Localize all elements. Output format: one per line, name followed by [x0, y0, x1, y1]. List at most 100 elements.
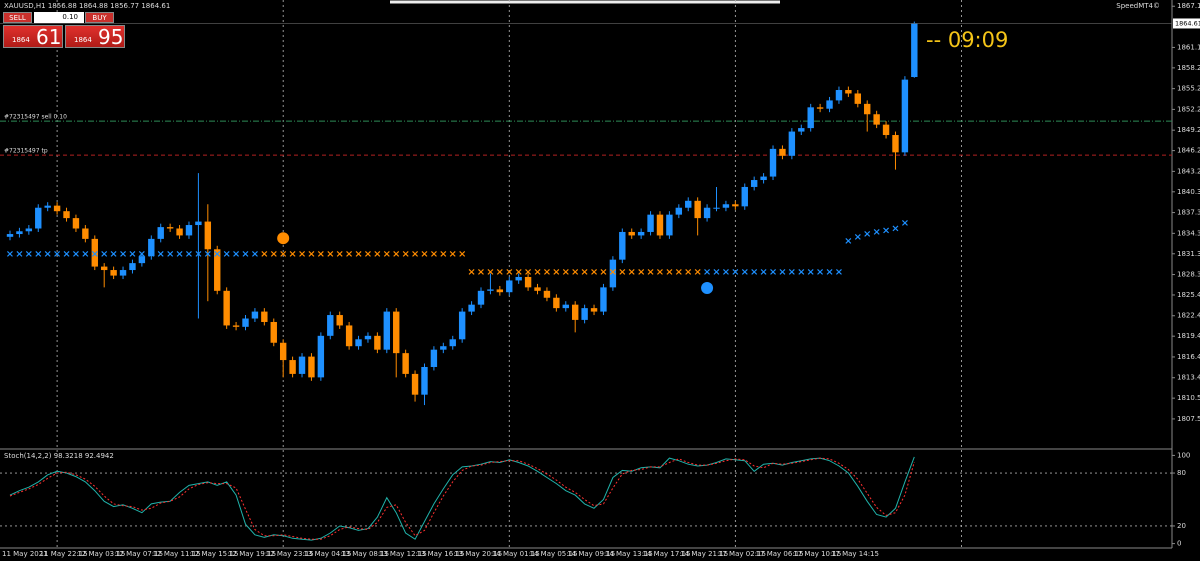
buy-button[interactable]: BUY	[85, 12, 114, 23]
stop-marker: ×	[741, 267, 749, 278]
candle-body	[779, 148, 786, 156]
stop-marker: ×	[298, 249, 306, 260]
candle-body	[637, 231, 645, 236]
stop-marker: ×	[505, 267, 513, 278]
stop-marker: ×	[703, 267, 711, 278]
order-label: #72315497 tp	[4, 148, 48, 155]
symbol-info: XAUUSD,H1 1856.88 1864.88 1856.77 1864.6…	[4, 2, 170, 10]
stop-marker: ×	[354, 249, 362, 260]
stop-marker: ×	[750, 267, 758, 278]
stop-marker: ×	[260, 249, 268, 260]
candle-body	[854, 93, 861, 104]
candle-body	[261, 311, 268, 322]
stop-marker: ×	[317, 249, 325, 260]
x-tick-label: 12 May 15:15	[190, 550, 238, 558]
candle-body	[515, 276, 522, 281]
ask-box[interactable]: 1864 95	[65, 25, 125, 49]
x-tick-label: 13 May 16:15	[416, 550, 464, 558]
candle-body	[298, 356, 306, 374]
stop-marker: ×	[204, 249, 212, 260]
candle-body	[101, 266, 108, 271]
stop-marker: ×	[72, 249, 80, 260]
stop-marker: ×	[835, 267, 843, 278]
candle-body	[449, 339, 456, 347]
stop-marker: ×	[872, 227, 880, 238]
stop-marker: ×	[373, 249, 381, 260]
candle-body	[82, 228, 89, 239]
candle-body	[270, 321, 277, 343]
stop-marker: ×	[128, 249, 136, 260]
candle-body	[345, 325, 353, 347]
stoch-line	[9, 456, 915, 541]
candle-body	[327, 315, 334, 336]
x-tick-label: 12 May 23:15	[266, 550, 314, 558]
y-tick-label: 1834.30	[1177, 229, 1200, 237]
candle-body	[562, 304, 569, 309]
stop-marker: ×	[288, 249, 296, 260]
candle-body	[487, 289, 494, 291]
candle-body	[53, 205, 61, 212]
bid-prefix: 1864	[12, 36, 30, 44]
stop-marker: ×	[590, 267, 598, 278]
stop-marker: ×	[722, 267, 730, 278]
stop-marker: ×	[486, 267, 494, 278]
y-tick-label: 80	[1177, 469, 1186, 477]
candle-body	[166, 227, 174, 229]
x-tick-label: 13 May 04:15	[303, 550, 351, 558]
stop-marker: ×	[552, 267, 560, 278]
stop-marker: ×	[345, 249, 353, 260]
candle-body	[572, 304, 579, 320]
stop-marker: ×	[693, 267, 701, 278]
x-tick-label: 14 May 01:15	[492, 550, 540, 558]
stop-marker: ×	[759, 267, 767, 278]
candle-body	[835, 90, 843, 101]
stop-marker: ×	[401, 249, 409, 260]
stop-marker: ×	[91, 249, 99, 260]
candle-body	[129, 263, 136, 271]
stop-marker: ×	[467, 267, 475, 278]
candle-body	[600, 287, 607, 312]
stop-marker: ×	[477, 267, 485, 278]
candle-body	[873, 114, 880, 125]
candle-body	[892, 135, 899, 153]
ask-pips: 95	[98, 25, 124, 49]
stoch-title: Stoch(14,2,2) 98.3218 92.4942	[4, 452, 114, 460]
stop-marker: ×	[863, 229, 871, 240]
y-tick-label: 1831.35	[1177, 250, 1200, 258]
candle-body	[355, 339, 362, 347]
stop-marker: ×	[81, 249, 89, 260]
sell-button[interactable]: SELL	[3, 12, 32, 23]
candle-body	[901, 79, 909, 153]
candle-body	[496, 289, 504, 293]
candle-body	[628, 231, 635, 236]
stop-marker: ×	[251, 249, 259, 260]
y-tick-label: 1849.20	[1177, 126, 1200, 134]
x-tick-label: 13 May 08:15	[341, 550, 389, 558]
y-tick-label: 1825.40	[1177, 291, 1200, 299]
y-tick-label: 1861.15	[1177, 43, 1200, 51]
candle-body	[279, 342, 287, 361]
y-tick-label: 1822.40	[1177, 312, 1200, 320]
stop-marker: ×	[34, 249, 42, 260]
stop-marker: ×	[684, 267, 692, 278]
y-tick-label: 1813.45	[1177, 374, 1200, 382]
stop-marker: ×	[675, 267, 683, 278]
price-label: 1864.61	[1175, 19, 1200, 27]
candle-body	[242, 318, 249, 327]
stoch-line	[9, 457, 915, 540]
stop-marker: ×	[157, 249, 165, 260]
x-tick-label: 17 May 06:15	[756, 550, 804, 558]
stop-marker: ×	[807, 267, 815, 278]
candle-body	[845, 90, 852, 94]
brand: SpeedMT4©	[1116, 2, 1160, 10]
x-tick-label: 12 May 19:15	[228, 550, 276, 558]
bid-box[interactable]: 1864 61	[3, 25, 63, 49]
candle-body	[91, 238, 98, 267]
stop-marker: ×	[496, 267, 504, 278]
candle-body	[393, 311, 400, 354]
lot-input[interactable]: 0.10	[34, 12, 84, 23]
candle-body	[477, 290, 485, 305]
candle-body	[25, 228, 33, 232]
stop-marker: ×	[901, 218, 909, 229]
